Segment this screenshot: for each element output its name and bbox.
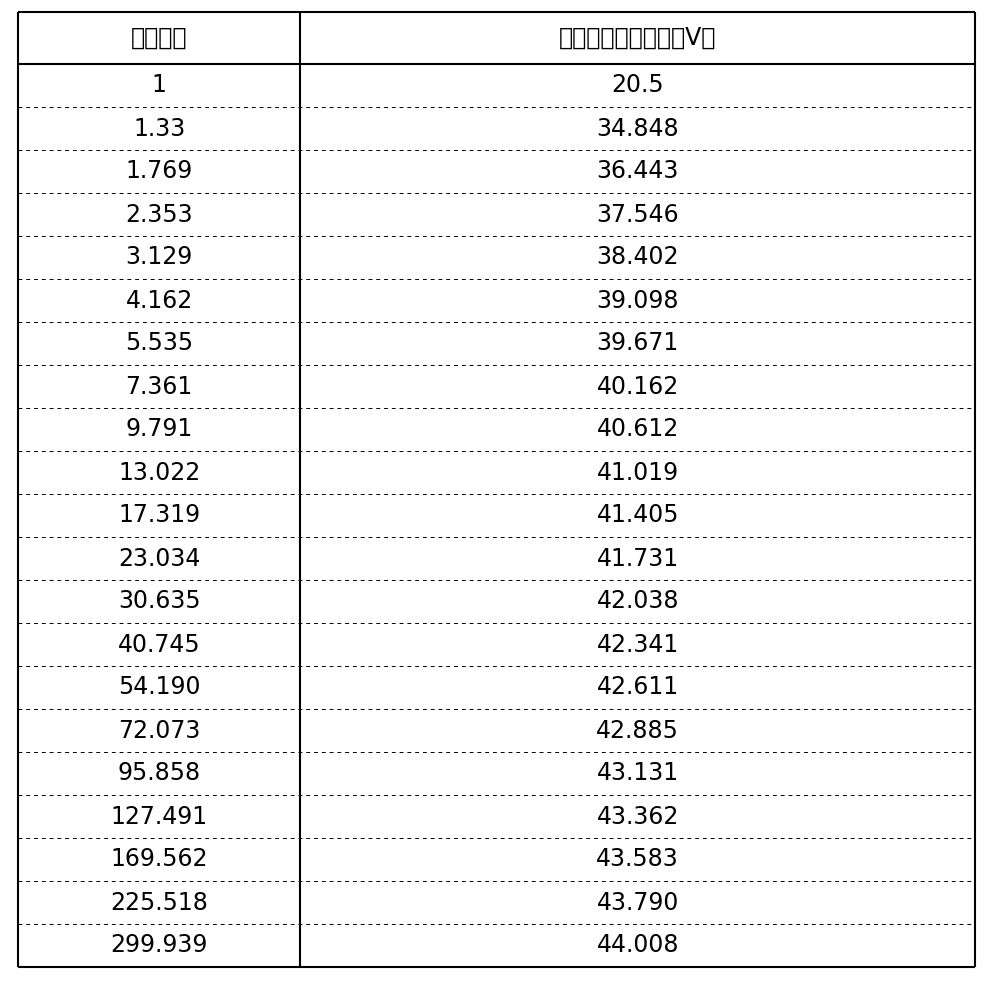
Text: 4.162: 4.162 <box>125 288 193 312</box>
Text: 43.131: 43.131 <box>597 762 679 786</box>
Text: 9.791: 9.791 <box>125 418 193 442</box>
Text: 7.361: 7.361 <box>125 374 193 398</box>
Text: 42.611: 42.611 <box>597 676 679 700</box>
Text: 127.491: 127.491 <box>110 804 208 828</box>
Text: 40.745: 40.745 <box>118 633 201 656</box>
Text: 43.362: 43.362 <box>597 804 679 828</box>
Text: 40.612: 40.612 <box>597 418 679 442</box>
Text: 39.098: 39.098 <box>597 288 679 312</box>
Text: 42.341: 42.341 <box>597 633 679 656</box>
Text: 42.038: 42.038 <box>597 589 679 613</box>
Text: 3.129: 3.129 <box>125 245 193 269</box>
Text: 72.073: 72.073 <box>118 718 201 742</box>
Text: 39.671: 39.671 <box>597 332 679 356</box>
Text: 54.190: 54.190 <box>118 676 201 700</box>
Text: 43.790: 43.790 <box>597 890 679 914</box>
Text: 225.518: 225.518 <box>110 890 209 914</box>
Text: 1.769: 1.769 <box>125 159 193 184</box>
Text: 95.858: 95.858 <box>117 762 201 786</box>
Text: 38.402: 38.402 <box>597 245 679 269</box>
Text: 299.939: 299.939 <box>110 934 208 958</box>
Text: 20.5: 20.5 <box>612 74 664 98</box>
Text: 1: 1 <box>152 74 167 98</box>
Text: 36.443: 36.443 <box>597 159 679 184</box>
Text: 5.535: 5.535 <box>125 332 194 356</box>
Text: 44.008: 44.008 <box>597 934 679 958</box>
Text: 1.33: 1.33 <box>133 116 186 140</box>
Text: 30.635: 30.635 <box>118 589 201 613</box>
Text: 13.022: 13.022 <box>118 460 201 485</box>
Text: 41.019: 41.019 <box>597 460 679 485</box>
Text: 43.583: 43.583 <box>596 848 679 871</box>
Text: 41.731: 41.731 <box>597 546 679 570</box>
Text: 34.848: 34.848 <box>597 116 679 140</box>
Text: 169.562: 169.562 <box>110 848 208 871</box>
Text: 2.353: 2.353 <box>125 202 193 227</box>
Text: 23.034: 23.034 <box>118 546 201 570</box>
Text: 电子倍增驱动电压（V）: 电子倍增驱动电压（V） <box>559 26 716 50</box>
Text: 42.885: 42.885 <box>596 718 679 742</box>
Text: 37.546: 37.546 <box>597 202 679 227</box>
Text: 17.319: 17.319 <box>118 504 201 528</box>
Text: 等效增益: 等效增益 <box>131 26 188 50</box>
Text: 41.405: 41.405 <box>597 504 679 528</box>
Text: 40.162: 40.162 <box>597 374 679 398</box>
